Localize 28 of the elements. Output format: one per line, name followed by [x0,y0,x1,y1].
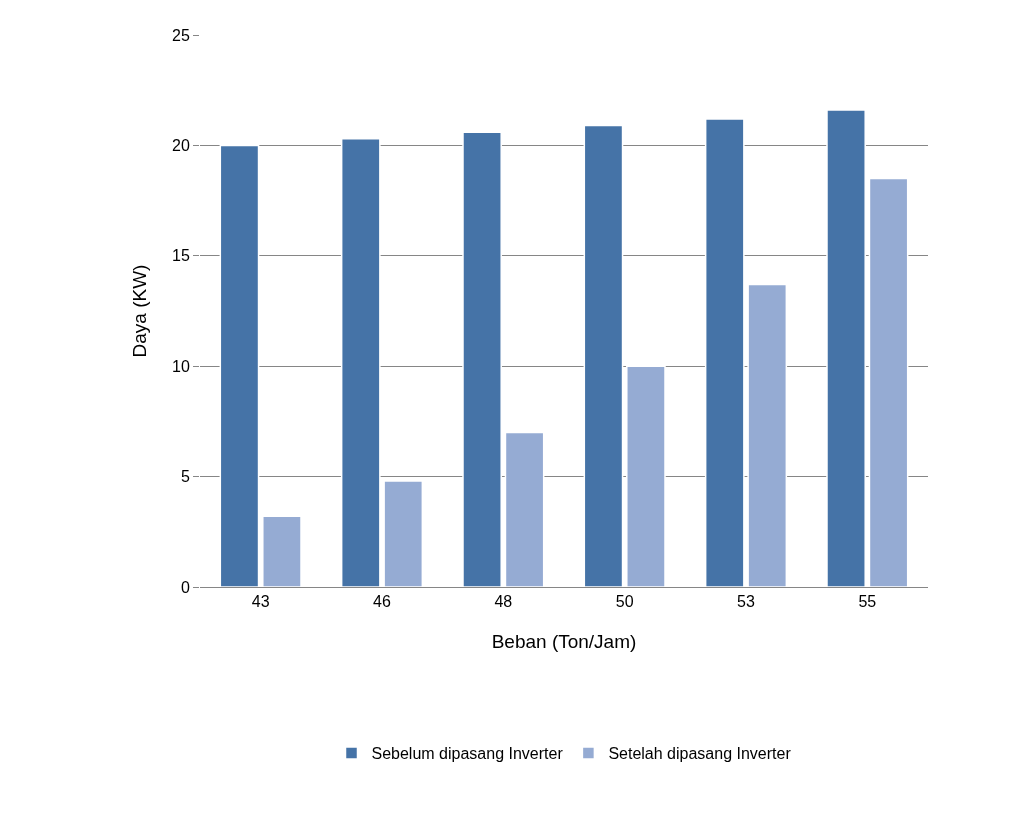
bar [462,131,502,587]
legend-label: Sebelum dipasang Inverter [371,745,564,763]
bar [383,480,424,587]
y-tick-label: 20 [172,137,190,154]
bar [626,365,666,587]
bar [583,124,624,587]
bar [747,283,788,587]
bar [262,515,302,587]
legend-label: Setelah dipasang Inverter [608,745,792,763]
x-tick-label: 55 [858,593,877,611]
x-tick-label: 43 [251,593,270,611]
bar [868,177,909,587]
x-tick-label: 46 [373,593,391,611]
bar [340,138,381,587]
y-tick-label: 25 [172,26,190,44]
x-tick-label: 53 [737,593,755,611]
x-tick-label: 48 [494,593,513,611]
x-tick-label: 50 [615,593,634,611]
bar [704,118,745,587]
y-tick-label: 0 [180,578,190,596]
y-tick-label: 5 [180,468,190,486]
bar [504,431,545,587]
y-tick-label: 10 [172,357,190,375]
bar [826,109,866,587]
y-axis-title: Daya (KW) [128,264,150,358]
y-tick-label: 15 [172,247,190,265]
x-axis-title: Beban (Ton/Jam) [491,631,637,652]
bar [219,144,260,587]
